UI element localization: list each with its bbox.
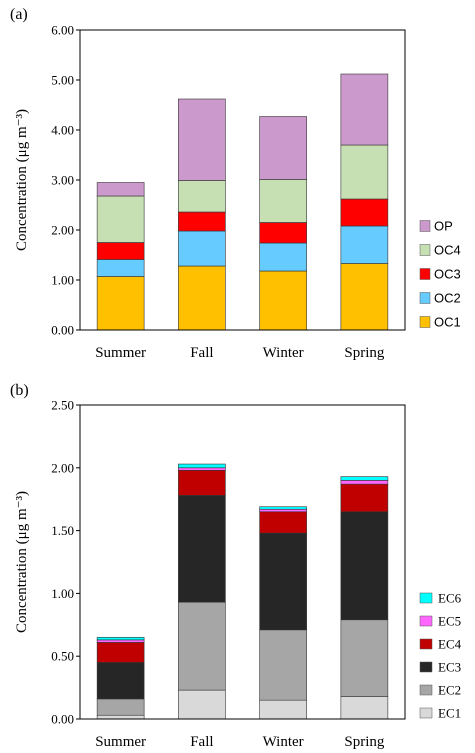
legend-label: EC6 bbox=[438, 591, 462, 606]
bar-segment-oc3 bbox=[96, 242, 145, 260]
bar-segment-oc2 bbox=[178, 230, 226, 267]
legend-label: EC2 bbox=[438, 683, 461, 698]
x-category-label: Fall bbox=[190, 734, 213, 750]
bar-segment-oc2 bbox=[96, 259, 145, 277]
legend-swatch bbox=[419, 615, 433, 627]
bar-segment-op bbox=[96, 182, 145, 197]
y-axis-label: Concentration (μg m⁻³) bbox=[14, 109, 30, 251]
legend-swatch bbox=[419, 661, 433, 673]
bar-segment-op bbox=[259, 116, 307, 180]
y-tick-label: 0.00 bbox=[51, 323, 74, 338]
bar-segment-ec1 bbox=[178, 689, 226, 720]
chart-panel-b: (b) 0.00 0.50 1.00 1.50 2.00 2.50 Concentration… bbox=[10, 382, 462, 750]
legend-label: EC1 bbox=[438, 706, 461, 721]
bar-segment-oc2 bbox=[259, 242, 307, 272]
bar-segment-ec5 bbox=[259, 508, 307, 513]
x-category-label: Summer bbox=[95, 734, 146, 750]
legend-label: EC3 bbox=[438, 660, 461, 675]
bar-segment-oc1 bbox=[259, 270, 307, 331]
y-tick-label: 1.00 bbox=[51, 586, 74, 601]
bar-segment-oc1 bbox=[96, 276, 145, 331]
bar-segment-ec4 bbox=[178, 470, 226, 496]
y-tick-label: 6.00 bbox=[51, 23, 74, 38]
plot-frame bbox=[79, 29, 406, 331]
legend-swatch bbox=[419, 592, 433, 604]
bar-segment-ec6 bbox=[96, 637, 145, 641]
legend-swatch bbox=[419, 316, 431, 328]
bar-segment-oc4 bbox=[259, 179, 307, 223]
bar-segment-op bbox=[340, 73, 389, 146]
bar-segment-ec5 bbox=[340, 480, 389, 485]
plot-frame bbox=[79, 404, 406, 720]
bar-segment-ec2 bbox=[178, 601, 226, 691]
legend-label: OC2 bbox=[434, 291, 461, 306]
bar-segment-ec2 bbox=[96, 698, 145, 716]
bar-segment-ec4 bbox=[259, 511, 307, 534]
bar-segment-ec2 bbox=[259, 629, 307, 701]
panel-label: (b) bbox=[10, 382, 29, 399]
bar-segment-ec1 bbox=[96, 714, 145, 720]
legend-swatch bbox=[419, 268, 431, 280]
legend-label: OC3 bbox=[434, 267, 461, 282]
bar-segment-op bbox=[178, 98, 226, 181]
y-tick-label: 1.50 bbox=[51, 523, 74, 538]
x-category-label: Winter bbox=[263, 734, 304, 750]
bar-segment-oc4 bbox=[96, 195, 145, 243]
legend-swatch bbox=[419, 220, 431, 232]
bar-segment-oc3 bbox=[340, 198, 389, 227]
y-tick-label: 4.00 bbox=[51, 123, 74, 138]
x-category-label: Summer bbox=[95, 345, 146, 361]
y-tick-label: 2.50 bbox=[51, 398, 74, 413]
legend-swatch bbox=[419, 292, 431, 304]
bar-segment-ec4 bbox=[340, 483, 389, 513]
bar-segment-oc2 bbox=[340, 225, 389, 264]
legend-label: OC1 bbox=[434, 315, 461, 330]
bar-segment-oc4 bbox=[178, 180, 226, 213]
bar-segment-ec1 bbox=[340, 696, 389, 720]
y-axis-label: Concentration (μg m⁻³) bbox=[14, 491, 30, 633]
legend-swatch bbox=[419, 244, 431, 256]
y-tick-label: 5.00 bbox=[51, 73, 74, 88]
bar-segment-ec5 bbox=[178, 467, 226, 471]
y-tick-label: 0.50 bbox=[51, 649, 74, 664]
y-tick-label: 1.00 bbox=[51, 273, 74, 288]
legend-label: EC5 bbox=[438, 614, 461, 629]
y-tick-label: 0.00 bbox=[51, 712, 74, 727]
legend-swatch bbox=[419, 707, 433, 719]
bar-segment-ec3 bbox=[340, 511, 389, 621]
bar-segment-ec6 bbox=[340, 476, 389, 481]
panel-label: (a) bbox=[10, 6, 28, 23]
legend-label: OP bbox=[434, 219, 453, 234]
bar-segment-ec3 bbox=[96, 662, 145, 700]
bar-segment-oc1 bbox=[178, 265, 226, 331]
y-tick-label: 2.00 bbox=[51, 223, 74, 238]
legend-swatch bbox=[419, 638, 433, 650]
bar-segment-ec1 bbox=[259, 699, 307, 720]
legend-label: OC4 bbox=[434, 243, 461, 258]
bar-segment-oc3 bbox=[259, 222, 307, 244]
legend-label: EC4 bbox=[438, 637, 462, 652]
bar-segment-ec3 bbox=[178, 495, 226, 603]
bar-segment-ec5 bbox=[96, 639, 145, 643]
bar-segment-oc1 bbox=[340, 263, 389, 331]
bar-segment-oc3 bbox=[178, 211, 226, 232]
x-category-label: Spring bbox=[344, 734, 385, 750]
bar-segment-ec4 bbox=[96, 642, 145, 663]
bar-segment-ec3 bbox=[259, 532, 307, 631]
x-category-label: Fall bbox=[190, 345, 213, 361]
x-category-label: Winter bbox=[263, 345, 304, 361]
x-category-label: Spring bbox=[344, 345, 385, 361]
bar-segment-ec2 bbox=[340, 619, 389, 697]
legend-swatch bbox=[419, 684, 433, 696]
bar-segment-ec6 bbox=[178, 463, 226, 469]
bar-segment-ec6 bbox=[259, 506, 307, 510]
y-tick-label: 2.00 bbox=[51, 460, 74, 475]
chart-panel-a: (a) 0.00 1.00 2.00 3.00 4.00 5.00 6.00 Concentra… bbox=[10, 6, 461, 361]
bar-segment-oc4 bbox=[340, 144, 389, 200]
y-tick-label: 3.00 bbox=[51, 173, 74, 188]
